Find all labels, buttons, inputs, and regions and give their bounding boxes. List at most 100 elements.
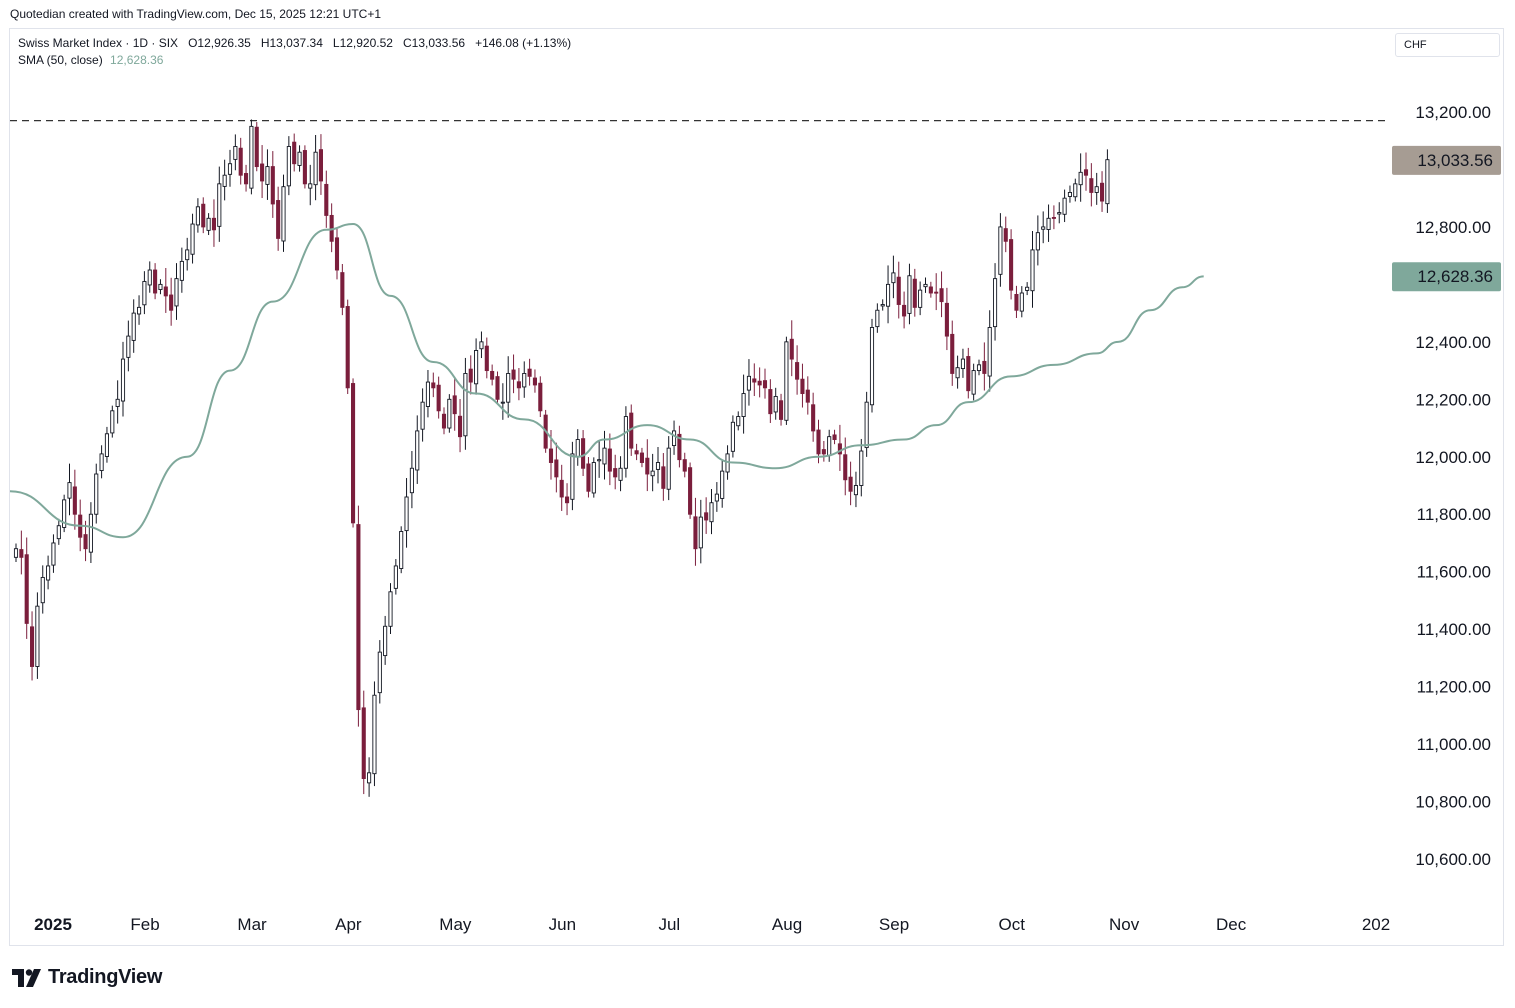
candle-body — [185, 249, 190, 261]
candle-body — [13, 548, 19, 558]
candle-body — [966, 356, 971, 392]
candle-body — [565, 496, 570, 504]
candle-body — [853, 485, 858, 496]
candle — [795, 345, 800, 395]
candle — [13, 543, 19, 562]
candle-body — [591, 462, 596, 494]
tradingview-logo[interactable]: TradingView — [12, 966, 162, 989]
candle — [185, 237, 190, 271]
candle — [62, 494, 67, 533]
candle-body — [907, 275, 912, 314]
candle — [474, 338, 479, 395]
candle — [928, 281, 933, 298]
candle-body — [383, 625, 388, 657]
candle-body — [623, 416, 628, 469]
candle-body — [40, 576, 45, 604]
y-axis-tick-label: 11,000.00 — [1417, 735, 1491, 754]
candle — [672, 420, 677, 455]
candle — [313, 134, 318, 201]
candle-body — [468, 368, 473, 383]
candle-body — [522, 373, 527, 388]
y-axis-tick-label: 13,200.00 — [1415, 103, 1491, 122]
candle-body — [1062, 197, 1067, 215]
candle — [506, 356, 511, 418]
candle-body — [1057, 212, 1062, 215]
candle-body — [880, 304, 885, 307]
candle-body — [618, 467, 623, 481]
candle-body — [169, 294, 174, 311]
candle-body — [19, 549, 24, 558]
candle — [404, 478, 409, 548]
candle-body — [425, 381, 431, 407]
candle — [201, 197, 206, 234]
candle-body — [340, 272, 345, 308]
candle — [998, 213, 1003, 287]
candle-body — [260, 163, 265, 182]
candle-body — [217, 183, 222, 227]
symbol-label: Swiss Market Index · 1D · SIX — [18, 36, 179, 50]
y-axis-tick-label: 12,200.00 — [1415, 390, 1491, 409]
candle — [356, 505, 361, 727]
candle-body — [302, 150, 307, 185]
candle — [24, 537, 29, 639]
candle — [597, 440, 602, 478]
candle-body — [136, 306, 142, 315]
candle — [324, 170, 329, 228]
candle-body — [982, 360, 987, 374]
candle — [500, 383, 505, 420]
candle-body — [281, 186, 286, 242]
x-axis-label: 2025 — [34, 915, 72, 934]
candle-body — [1067, 191, 1072, 197]
currency-selector[interactable]: CHF — [1395, 33, 1500, 57]
candle-body — [1014, 293, 1019, 311]
candle-body — [1035, 232, 1040, 251]
candle — [918, 281, 923, 316]
candle-body — [345, 306, 350, 389]
candle-body — [902, 304, 907, 317]
candle-body — [30, 626, 35, 667]
candle — [297, 145, 302, 172]
candle — [233, 134, 238, 171]
candle-body — [24, 554, 29, 624]
candle-body — [886, 283, 891, 307]
candle-body — [757, 380, 762, 386]
candle — [987, 310, 992, 392]
candle-body — [1051, 216, 1056, 219]
candle-body — [361, 707, 366, 780]
candle — [575, 429, 580, 466]
candle — [1078, 153, 1083, 202]
candle — [950, 320, 955, 386]
candle — [1009, 229, 1014, 300]
candle-body — [447, 398, 452, 429]
candle — [976, 359, 982, 376]
candle-body — [1094, 186, 1099, 193]
candle-body — [142, 281, 147, 306]
sma-row[interactable]: SMA (50, close) 12,628.36 — [18, 52, 571, 69]
last-price-badge-text: 13,033.56 — [1417, 151, 1493, 170]
candle — [709, 488, 714, 535]
candle — [479, 331, 484, 359]
candle — [827, 429, 832, 462]
candle-body — [506, 373, 511, 403]
candle — [1105, 149, 1110, 213]
candle — [902, 291, 907, 329]
candle-body — [393, 565, 398, 589]
candle — [1046, 204, 1051, 242]
candle-body — [875, 309, 880, 328]
candle-body — [163, 286, 168, 297]
candle — [367, 757, 372, 797]
candle — [292, 133, 297, 172]
candle — [869, 318, 875, 413]
candle-body — [62, 499, 67, 528]
candle-body — [431, 382, 436, 389]
candle — [955, 355, 960, 389]
candle — [1035, 215, 1040, 266]
candle-body — [313, 151, 318, 186]
candle-body — [918, 289, 923, 308]
candle — [72, 469, 77, 530]
candle-body — [859, 450, 864, 486]
candle — [714, 482, 719, 512]
candle-body — [896, 276, 901, 305]
candle-body — [1019, 292, 1024, 312]
